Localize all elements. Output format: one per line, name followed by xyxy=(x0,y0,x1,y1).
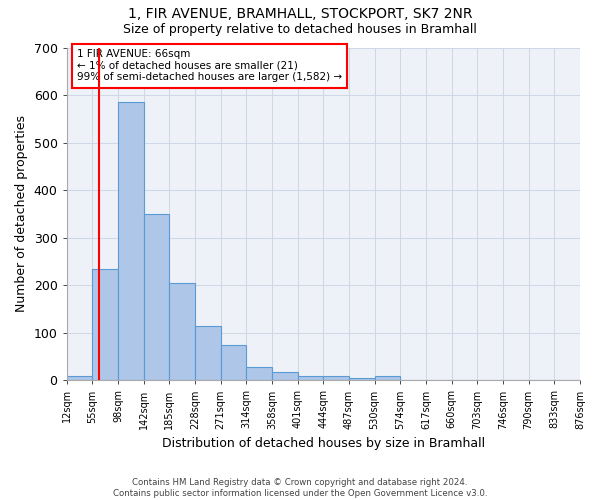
Bar xyxy=(298,376,323,380)
Bar xyxy=(221,344,246,380)
Text: 1 FIR AVENUE: 66sqm
← 1% of detached houses are smaller (21)
99% of semi-detache: 1 FIR AVENUE: 66sqm ← 1% of detached hou… xyxy=(77,49,342,82)
Bar xyxy=(349,378,374,380)
Bar xyxy=(195,326,221,380)
Text: 1, FIR AVENUE, BRAMHALL, STOCKPORT, SK7 2NR: 1, FIR AVENUE, BRAMHALL, STOCKPORT, SK7 … xyxy=(128,8,472,22)
Bar xyxy=(246,367,272,380)
Bar xyxy=(143,214,169,380)
Bar xyxy=(67,376,92,380)
Bar xyxy=(92,268,118,380)
Text: Size of property relative to detached houses in Bramhall: Size of property relative to detached ho… xyxy=(123,22,477,36)
Bar xyxy=(323,376,349,380)
Text: Contains HM Land Registry data © Crown copyright and database right 2024.
Contai: Contains HM Land Registry data © Crown c… xyxy=(113,478,487,498)
Bar xyxy=(272,372,298,380)
Bar xyxy=(169,283,195,380)
X-axis label: Distribution of detached houses by size in Bramhall: Distribution of detached houses by size … xyxy=(162,437,485,450)
Bar xyxy=(118,102,143,380)
Y-axis label: Number of detached properties: Number of detached properties xyxy=(15,116,28,312)
Bar xyxy=(374,376,400,380)
